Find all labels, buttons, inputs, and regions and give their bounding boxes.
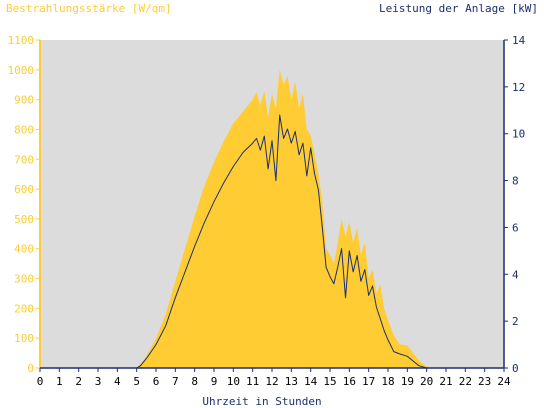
left-tick-label: 0: [27, 362, 34, 375]
left-tick-label: 200: [14, 302, 34, 315]
x-tick-label: 0: [37, 375, 44, 388]
x-tick-label: 6: [153, 375, 160, 388]
x-tick-label: 22: [459, 375, 472, 388]
left-tick-label: 800: [14, 123, 34, 136]
right-tick-label: 14: [512, 34, 526, 47]
left-tick-label: 1000: [8, 64, 35, 77]
x-tick-label: 2: [75, 375, 82, 388]
x-tick-label: 1: [56, 375, 63, 388]
x-tick-label: 23: [478, 375, 491, 388]
x-tick-label: 12: [265, 375, 278, 388]
left-tick-label: 1100: [8, 34, 35, 47]
x-tick-label: 19: [401, 375, 414, 388]
x-tick-label: 16: [343, 375, 356, 388]
right-axis-title: Leistung der Anlage [kW]: [379, 2, 538, 15]
x-tick-label: 3: [95, 375, 102, 388]
x-tick-label: 9: [211, 375, 218, 388]
right-tick-label: 4: [512, 268, 519, 281]
x-tick-label: 18: [381, 375, 394, 388]
x-tick-label: 5: [133, 375, 140, 388]
x-axis-title: Uhrzeit in Stunden: [202, 395, 321, 408]
right-tick-label: 0: [512, 362, 519, 375]
x-tick-label: 8: [191, 375, 198, 388]
x-tick-label: 17: [362, 375, 375, 388]
x-tick-label: 21: [439, 375, 452, 388]
right-tick-label: 6: [512, 221, 519, 234]
left-tick-label: 400: [14, 243, 34, 256]
x-tick-label: 10: [227, 375, 240, 388]
left-tick-label: 500: [14, 213, 34, 226]
left-axis-ticks: 0 100 200 300 400 500 600 700 800 900 1000 1100: [8, 34, 40, 375]
irradiance-area: [40, 69, 504, 369]
x-axis-ticks: 0 1 2 3 4 5 6 7 8 9 10 11 12 13 14 15 16 17 18 19 20 21 22 23 24: [37, 368, 511, 388]
left-tick-label: 600: [14, 183, 34, 196]
right-tick-label: 12: [512, 81, 525, 94]
x-tick-label: 13: [285, 375, 298, 388]
series-layer: [40, 69, 504, 369]
x-tick-label: 24: [497, 375, 511, 388]
x-tick-label: 15: [323, 375, 336, 388]
right-tick-label: 8: [512, 175, 519, 188]
power-line: [40, 114, 504, 369]
x-tick-label: 4: [114, 375, 121, 388]
left-tick-label: 900: [14, 94, 34, 107]
left-tick-label: 300: [14, 273, 34, 286]
left-axis-title: Bestrahlungsstärke [W/qm]: [6, 2, 172, 15]
x-tick-label: 14: [304, 375, 318, 388]
x-tick-label: 11: [246, 375, 259, 388]
x-tick-label: 20: [420, 375, 433, 388]
left-tick-label: 700: [14, 153, 34, 166]
left-tick-label: 100: [14, 332, 34, 345]
x-tick-label: 7: [172, 375, 179, 388]
right-tick-label: 10: [512, 128, 525, 141]
right-axis-ticks: 0 2 4 6 8 10 12 14: [504, 34, 526, 375]
right-tick-label: 2: [512, 315, 519, 328]
